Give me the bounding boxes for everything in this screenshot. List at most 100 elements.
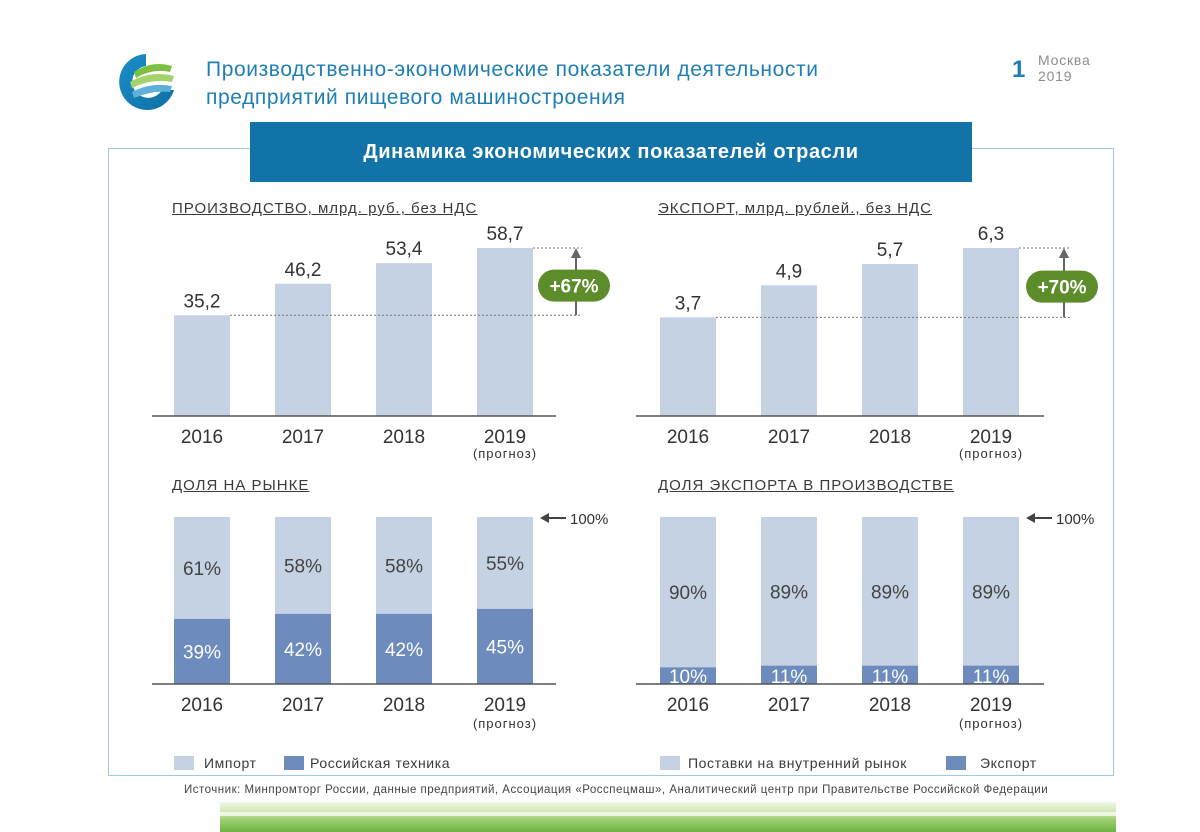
company-logo	[119, 54, 174, 110]
x-tick-label: 2017	[768, 695, 810, 716]
chart-title-market-share: ДОЛЯ НА РЫНКЕ	[172, 477, 310, 494]
bar-segment-top	[275, 517, 331, 614]
decorative-strip	[220, 802, 1116, 832]
place-date: Москва 2019	[1038, 52, 1091, 84]
bar	[477, 248, 533, 416]
legend-swatch-russian	[284, 756, 304, 770]
total-label: 100%	[1056, 511, 1094, 528]
bar-segment-top	[660, 517, 716, 668]
data-label: 46,2	[285, 260, 322, 281]
data-label: 58%	[284, 556, 322, 577]
bar-segment-top	[477, 517, 533, 609]
legend-swatch-import	[174, 756, 194, 770]
year-label: 2019	[1038, 68, 1073, 84]
chart-title-production: ПРОИЗВОДСТВО, млрд. руб., без НДС	[172, 200, 478, 217]
data-label: 11%	[973, 667, 1010, 688]
bar-segment-top	[376, 517, 432, 614]
bar	[660, 317, 716, 416]
x-tick-label: 2018	[383, 695, 425, 716]
data-label: 42%	[284, 640, 322, 661]
x-tick-label: 2019	[484, 695, 526, 716]
data-label: 89%	[871, 582, 909, 603]
x-tick-sublabel: (прогноз)	[959, 716, 1023, 731]
data-label: 4,9	[776, 261, 802, 282]
data-label: 89%	[972, 582, 1010, 603]
page-number: 1	[1012, 56, 1026, 83]
x-tick-label: 2017	[282, 695, 324, 716]
legend-label-import: Импорт	[204, 755, 257, 771]
bar	[862, 264, 918, 416]
bar	[761, 285, 817, 416]
bar	[376, 263, 432, 416]
growth-arrow-head	[1059, 248, 1069, 258]
growth-label: +67%	[549, 277, 598, 298]
bar-segment-bottom	[660, 667, 716, 684]
city-label: Москва	[1038, 52, 1091, 68]
x-tick-sublabel: (прогноз)	[473, 446, 537, 461]
legend-swatch-domestic	[660, 756, 680, 770]
data-label: 61%	[183, 559, 221, 580]
data-label: 90%	[669, 583, 707, 604]
growth-badge	[538, 269, 610, 302]
x-tick-label: 2019	[970, 427, 1012, 448]
page-title-line2: предприятий пищевого машиностроения	[206, 86, 626, 109]
x-tick-label: 2019	[970, 695, 1012, 716]
data-label: 6,3	[978, 224, 1004, 245]
legend-swatch-export	[946, 756, 966, 770]
bar	[275, 283, 331, 416]
bar	[174, 315, 230, 416]
x-tick-label: 2018	[869, 427, 911, 448]
x-tick-label: 2016	[181, 695, 223, 716]
bar-segment-bottom	[477, 608, 533, 684]
legend-label-domestic: Поставки на внутренний рынок	[688, 755, 908, 771]
x-tick-label: 2017	[282, 427, 324, 448]
x-tick-label: 2016	[667, 695, 709, 716]
growth-badge	[1026, 270, 1098, 303]
x-tick-sublabel: (прогноз)	[473, 716, 537, 731]
growth-label: +70%	[1037, 278, 1086, 299]
data-label: 55%	[486, 554, 524, 575]
data-label: 58%	[385, 556, 423, 577]
bar-segment-bottom	[963, 665, 1019, 684]
bar-segment-bottom	[376, 613, 432, 684]
x-tick-sublabel: (прогноз)	[959, 446, 1023, 461]
x-tick-label: 2016	[181, 427, 223, 448]
legend-label-russian: Российская техника	[310, 755, 451, 771]
page-title-line1: Производственно-экономические показатели…	[206, 58, 819, 81]
chart-title-export-share: ДОЛЯ ЭКСПОРТА В ПРОИЗВОДСТВЕ	[658, 477, 954, 494]
data-label: 42%	[385, 640, 423, 661]
total-label: 100%	[570, 511, 608, 528]
legend-label-export: Экспорт	[980, 755, 1037, 771]
data-label: 10%	[669, 667, 707, 688]
page-title: Производственно-экономические показатели…	[206, 56, 966, 112]
data-label: 45%	[486, 637, 524, 658]
data-label: 53,4	[386, 239, 423, 260]
bar-segment-bottom	[761, 665, 817, 684]
data-label: 3,7	[675, 293, 701, 314]
bar	[963, 248, 1019, 416]
data-label: 11%	[771, 667, 808, 688]
x-tick-label: 2018	[869, 695, 911, 716]
chart-title-export: ЭКСПОРТ, млрд. рублей., без НДС	[658, 200, 932, 217]
x-tick-label: 2016	[667, 427, 709, 448]
data-label: 58,7	[487, 224, 524, 245]
x-tick-label: 2019	[484, 427, 526, 448]
x-tick-label: 2018	[383, 427, 425, 448]
data-label: 89%	[770, 582, 808, 603]
x-tick-label: 2017	[768, 427, 810, 448]
total-arrow-head	[540, 513, 549, 523]
data-label: 5,7	[877, 240, 903, 261]
total-arrow-head	[1026, 513, 1035, 523]
bar-segment-bottom	[862, 665, 918, 684]
section-banner: Динамика экономических показателей отрас…	[250, 122, 972, 182]
data-label: 35,2	[184, 291, 221, 312]
bar-segment-top	[761, 517, 817, 666]
growth-arrow-head	[571, 248, 581, 258]
data-label: 11%	[872, 667, 909, 688]
bar-segment-bottom	[275, 613, 331, 684]
bar-segment-top	[862, 517, 918, 666]
